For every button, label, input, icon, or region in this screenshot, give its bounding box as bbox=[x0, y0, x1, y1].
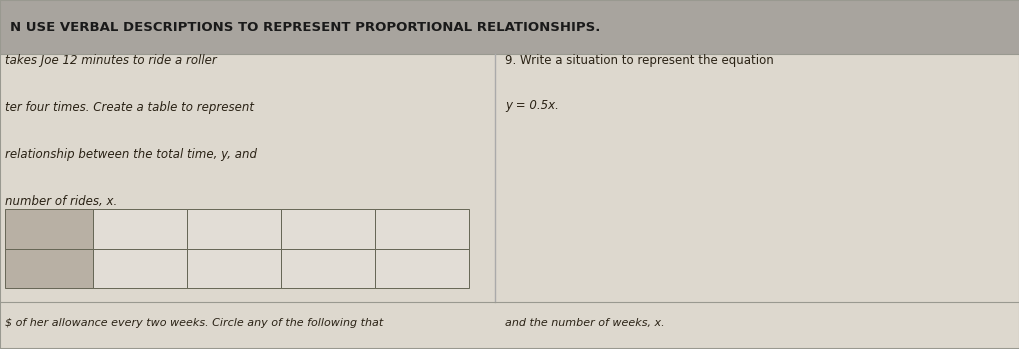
Text: y = 0.5x.: y = 0.5x. bbox=[504, 99, 558, 112]
Bar bbox=[375, 248, 469, 288]
Text: takes Joe 12 minutes to ride a roller: takes Joe 12 minutes to ride a roller bbox=[5, 54, 217, 67]
Text: and the number of weeks, x.: and the number of weeks, x. bbox=[504, 318, 663, 328]
Text: 9. Write a situation to represent the equation: 9. Write a situation to represent the eq… bbox=[504, 54, 772, 67]
Text: N USE VERBAL DESCRIPTIONS TO REPRESENT PROPORTIONAL RELATIONSHIPS.: N USE VERBAL DESCRIPTIONS TO REPRESENT P… bbox=[10, 21, 600, 34]
Text: number of rides, x.: number of rides, x. bbox=[5, 195, 117, 208]
Bar bbox=[187, 209, 281, 248]
Bar bbox=[5, 248, 93, 288]
Text: ter four times. Create a table to represent: ter four times. Create a table to repres… bbox=[5, 101, 254, 114]
Bar bbox=[93, 209, 187, 248]
Bar bbox=[5, 209, 93, 248]
Bar bbox=[375, 209, 469, 248]
Bar bbox=[0, 0, 1019, 54]
Bar bbox=[281, 248, 375, 288]
Bar bbox=[281, 209, 375, 248]
Text: relationship between the total time, y, and: relationship between the total time, y, … bbox=[5, 148, 257, 161]
Bar bbox=[93, 248, 187, 288]
Text: $ of her allowance every two weeks. Circle any of the following that: $ of her allowance every two weeks. Circ… bbox=[5, 318, 383, 328]
Bar bbox=[187, 248, 281, 288]
